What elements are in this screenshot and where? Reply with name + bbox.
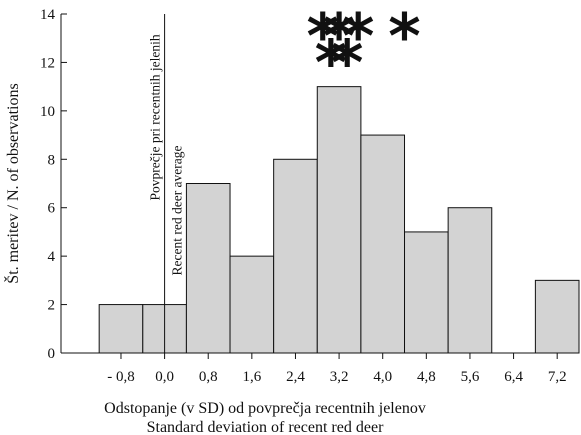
x-axis-label: Odstopanje (v SD) od povprečja recentnih…: [104, 400, 426, 417]
x-tick-label: 0,8: [199, 369, 218, 385]
x-tick-label: 1,6: [242, 369, 261, 385]
significance-markers: ***** *: [307, 0, 421, 100]
histogram-bar: [273, 158, 318, 354]
significance-star: *: [331, 27, 363, 100]
x-ticks: - 0,8 0,0 0,8 1,6 2,4 3,2 4,0 4,8 5,6 6,4 7,2: [107, 353, 567, 385]
significance-star: *: [323, 0, 355, 73]
histogram-bar: [229, 255, 275, 354]
y-tick-label: 10: [40, 104, 55, 120]
y-tick-label: 2: [48, 298, 56, 314]
x-axis-label-line2: Standard deviation of recent red deer: [147, 419, 384, 435]
y-tick-label: 4: [48, 249, 56, 265]
histogram-bar: [447, 207, 493, 354]
bars-layer: [98, 86, 580, 354]
significance-star: *: [342, 0, 374, 73]
histogram-bar: [534, 279, 580, 354]
histogram-bar: [185, 183, 231, 354]
y-tick-label: 12: [40, 55, 55, 71]
y-tick-label: 8: [48, 152, 56, 168]
x-tick-label: 2,4: [286, 369, 305, 385]
x-tick-label: 6,4: [504, 369, 523, 385]
y-axis-label: Št. meritev / N. of observations: [3, 83, 22, 283]
histogram-bar: [98, 304, 144, 354]
y-tick-label: 14: [40, 7, 56, 23]
x-tick-label: - 0,8: [107, 369, 135, 385]
x-tick-label: 7,2: [548, 369, 567, 385]
x-tick-label: 4,0: [373, 369, 392, 385]
y-tick-label: 0: [48, 346, 56, 362]
reference-line-label-2: Recent red deer average: [170, 145, 185, 275]
x-tick-label: 3,2: [330, 369, 349, 385]
x-tick-label: 5,6: [461, 369, 480, 385]
histogram-bar: [404, 231, 449, 354]
y-ticks: 0 2 4 6 8 10 12 14: [40, 7, 67, 362]
x-tick-label: 4,8: [417, 369, 436, 385]
histogram-bar: [360, 134, 406, 354]
significance-star: *: [315, 27, 347, 100]
x-tick-label: 0,0: [155, 369, 174, 385]
reference-line-label-1: Povprečje pri recentnih jelenih: [148, 34, 163, 200]
significance-star: *: [388, 0, 420, 73]
histogram-bar: [316, 86, 362, 354]
significance-star: *: [307, 0, 339, 73]
y-tick-label: 6: [48, 201, 56, 217]
